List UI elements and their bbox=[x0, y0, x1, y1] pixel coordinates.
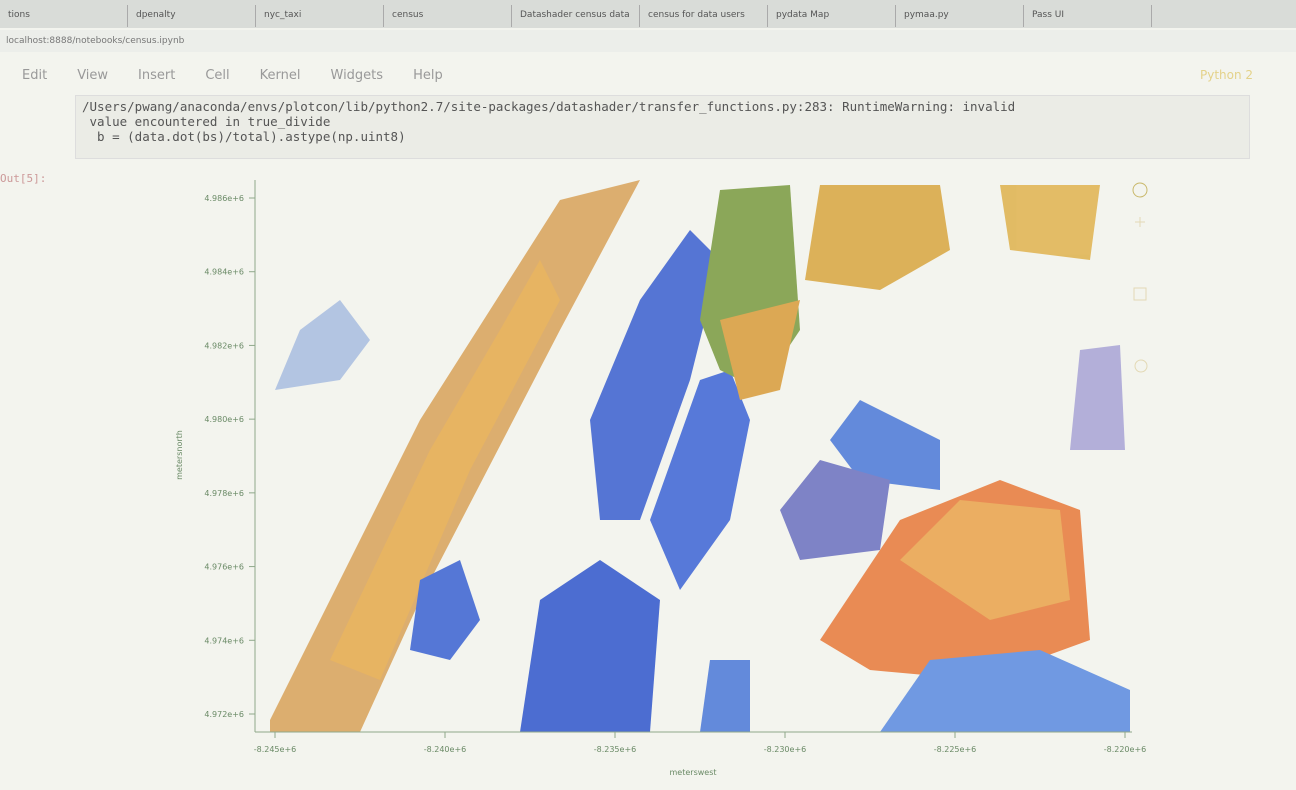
tab[interactable]: Pass UI bbox=[1024, 5, 1152, 27]
menu-item[interactable]: Insert bbox=[138, 68, 176, 83]
menu-item[interactable]: Edit bbox=[22, 68, 48, 83]
y-tick-label: 4.972e+6 bbox=[204, 710, 244, 719]
x-tick-label: -8.245e+6 bbox=[254, 745, 297, 754]
map-region bbox=[650, 370, 750, 590]
menu-item[interactable]: Widgets bbox=[330, 68, 384, 83]
menu-item[interactable]: Kernel bbox=[259, 68, 301, 83]
map-region bbox=[700, 660, 750, 732]
tool-icon[interactable] bbox=[1135, 217, 1145, 227]
tab-bar: tions dpenalty nyc_taxi census Datashader ce… bbox=[0, 0, 1296, 28]
y-tick-label: 4.974e+6 bbox=[204, 636, 244, 645]
tab[interactable]: nyc_taxi bbox=[256, 5, 384, 27]
warning-line: /Users/pwang/anaconda/envs/plotcon/lib/p… bbox=[82, 99, 1016, 114]
menu-item[interactable]: Cell bbox=[205, 68, 230, 83]
map-region bbox=[900, 500, 1070, 620]
tab[interactable]: Datashader census data bbox=[512, 5, 640, 27]
x-tick-label: -8.235e+6 bbox=[594, 745, 637, 754]
map-region bbox=[275, 300, 370, 390]
map-region bbox=[1000, 185, 1100, 260]
map-image bbox=[270, 180, 1130, 732]
warning-line: value encountered in true_divide bbox=[82, 114, 331, 129]
tool-icon[interactable] bbox=[1134, 359, 1148, 373]
tab[interactable]: census bbox=[384, 5, 512, 27]
y-tick-label: 4.984e+6 bbox=[204, 268, 244, 277]
y-tick-label: 4.980e+6 bbox=[204, 415, 244, 424]
menu-item[interactable]: Help bbox=[413, 68, 443, 83]
map-region bbox=[780, 460, 890, 560]
output-prompt: Out[5]: bbox=[0, 172, 47, 185]
menu-bar: Edit View Insert Cell Kernel Widgets Help bbox=[22, 68, 443, 83]
tab[interactable]: dpenalty bbox=[128, 5, 256, 27]
url-bar[interactable]: localhost:8888/notebooks/census.ipynb bbox=[0, 30, 1296, 52]
plot-toolbar[interactable] bbox=[1132, 182, 1148, 373]
y-axis-label: metersnorth bbox=[175, 430, 184, 480]
x-tick-label: -8.225e+6 bbox=[934, 745, 977, 754]
map-region bbox=[720, 300, 800, 400]
y-tick-label: 4.976e+6 bbox=[204, 563, 244, 572]
tool-icon[interactable] bbox=[1133, 287, 1147, 301]
kernel-indicator: Python 2 bbox=[1200, 68, 1254, 82]
tab[interactable]: tions bbox=[0, 5, 128, 27]
map-region bbox=[330, 260, 560, 680]
y-tick-label: 4.978e+6 bbox=[204, 489, 244, 498]
map-region bbox=[590, 230, 720, 520]
map-region bbox=[410, 560, 480, 660]
map-region bbox=[805, 185, 950, 290]
x-axis-label: meterswest bbox=[670, 768, 717, 777]
map-region bbox=[1070, 345, 1125, 450]
map-region bbox=[520, 560, 660, 732]
y-tick-label: 4.982e+6 bbox=[204, 341, 244, 350]
map-region bbox=[830, 400, 940, 490]
x-tick-label: -8.220e+6 bbox=[1104, 745, 1147, 754]
tab[interactable]: pymaa.py bbox=[896, 5, 1024, 27]
warning-line: b = (data.dot(bs)/total).astype(np.uint8… bbox=[82, 129, 406, 144]
tab[interactable]: census for data users bbox=[640, 5, 768, 27]
y-tick-label: 4.986e+6 bbox=[204, 194, 244, 203]
map-region bbox=[880, 650, 1130, 732]
menu-item[interactable]: View bbox=[77, 68, 109, 83]
x-tick-label: -8.230e+6 bbox=[764, 745, 807, 754]
x-tick-label: -8.240e+6 bbox=[424, 745, 467, 754]
tab[interactable]: pydata Map bbox=[768, 5, 896, 27]
tool-icon[interactable] bbox=[1132, 182, 1148, 198]
warning-output: /Users/pwang/anaconda/envs/plotcon/lib/p… bbox=[75, 95, 1250, 159]
